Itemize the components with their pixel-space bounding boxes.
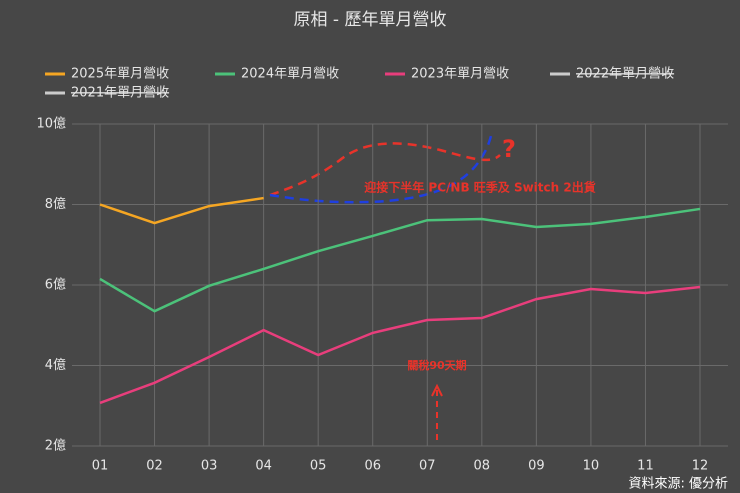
- legend-label: 2022年單月營收: [576, 67, 674, 82]
- y-tick-label: 10億: [36, 116, 66, 132]
- y-tick-label: 6億: [45, 277, 66, 293]
- y-tick-label: 2億: [45, 438, 66, 454]
- chart-title: 原相 - 歷年單月營收: [294, 10, 447, 30]
- annotation-curve: [269, 142, 501, 197]
- legend-label: 2023年單月營收: [411, 67, 509, 82]
- annotation-curve: [269, 131, 494, 204]
- x-tick-label: 02: [146, 459, 163, 474]
- series-line: [99, 207, 701, 313]
- legend-label: 2024年單月營收: [241, 67, 339, 82]
- source: 資料來源: 優分析: [628, 477, 728, 492]
- legend-label: 2021年單月營收: [71, 86, 169, 101]
- series-line: [99, 285, 701, 405]
- x-tick-label: 08: [474, 459, 491, 474]
- y-tick-label: 4億: [45, 357, 66, 373]
- x-tick-label: 06: [364, 459, 381, 474]
- annotation-arrow-head: [431, 383, 443, 397]
- series-line: [99, 196, 264, 225]
- legend-label: 2025年單月營收: [71, 67, 169, 82]
- x-tick-label: 10: [583, 459, 600, 474]
- x-tick-label: 03: [201, 459, 218, 474]
- x-tick-label: 04: [255, 459, 272, 474]
- annotation: ?: [502, 135, 516, 163]
- x-tick-label: 12: [692, 459, 709, 474]
- x-tick-label: 11: [637, 459, 654, 474]
- annotation: 迎接下半年 PC/NB 旺季及 Switch 2出貨: [364, 180, 595, 195]
- annotation: 關稅90天期: [407, 358, 466, 372]
- x-tick-label: 07: [419, 459, 436, 474]
- y-tick-label: 8億: [45, 196, 66, 212]
- x-tick-label: 05: [310, 459, 327, 474]
- x-tick-label: 01: [92, 459, 109, 474]
- x-tick-label: 09: [528, 459, 545, 474]
